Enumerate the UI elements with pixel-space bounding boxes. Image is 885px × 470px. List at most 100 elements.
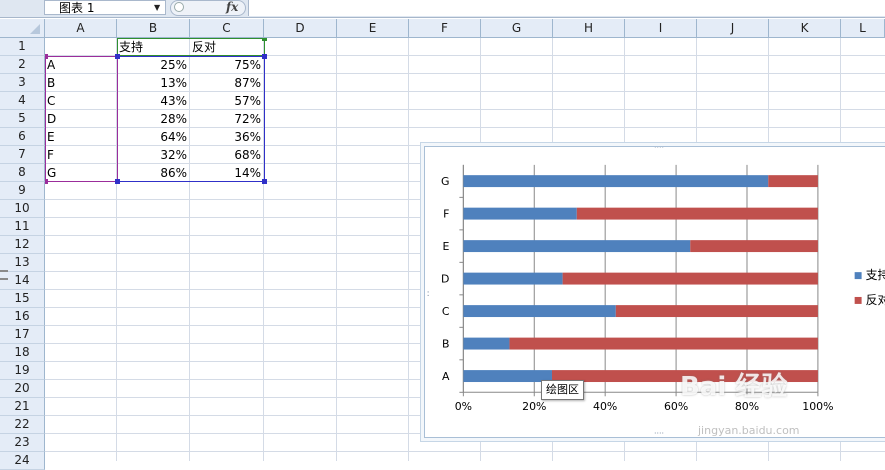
chart-resize-handle[interactable]: ···· bbox=[654, 146, 664, 152]
bar-oppose-d[interactable] bbox=[562, 272, 818, 285]
header-cell[interactable]: 反对 bbox=[192, 40, 217, 54]
row-header-24[interactable]: 24 bbox=[0, 452, 45, 470]
row-header-12[interactable]: 12 bbox=[0, 236, 45, 254]
row-header-14[interactable]: 14 bbox=[0, 272, 45, 290]
oppose-cell[interactable]: 14% bbox=[234, 166, 261, 180]
column-header-f[interactable]: F bbox=[409, 19, 481, 38]
column-header-k[interactable]: K bbox=[769, 19, 841, 38]
row-header-2[interactable]: 2 bbox=[0, 56, 45, 74]
legend-swatch-oppose[interactable] bbox=[854, 296, 862, 304]
oppose-cell[interactable]: 36% bbox=[234, 130, 261, 144]
row-header-6[interactable]: 6 bbox=[0, 128, 45, 146]
bar-oppose-e[interactable] bbox=[690, 240, 818, 253]
row-header-20[interactable]: 20 bbox=[0, 380, 45, 398]
watermark-logo: Bai 经验 bbox=[680, 372, 788, 402]
row-header-11[interactable]: 11 bbox=[0, 218, 45, 236]
row-header-1[interactable]: 1 bbox=[0, 38, 45, 56]
column-header-b[interactable]: B bbox=[117, 19, 190, 38]
row-header-15[interactable]: 15 bbox=[0, 290, 45, 308]
bar-support-a[interactable] bbox=[463, 370, 552, 383]
legend-label-oppose[interactable]: 反对 bbox=[866, 293, 885, 307]
row-header-22[interactable]: 22 bbox=[0, 416, 45, 434]
x-tick-label: 60% bbox=[664, 400, 688, 413]
oppose-cell[interactable]: 72% bbox=[234, 112, 261, 126]
row-header-7[interactable]: 7 bbox=[0, 146, 45, 164]
row-header-9[interactable]: 9 bbox=[0, 182, 45, 200]
range-handle[interactable] bbox=[45, 179, 48, 184]
column-header-l[interactable]: L bbox=[841, 19, 885, 38]
bar-support-g[interactable] bbox=[463, 175, 769, 188]
bar-oppose-f[interactable] bbox=[576, 207, 818, 220]
support-cell[interactable]: 43% bbox=[160, 94, 187, 108]
bar-support-d[interactable] bbox=[463, 272, 563, 285]
legend-label-support[interactable]: 支持 bbox=[866, 268, 885, 282]
category-cell[interactable]: G bbox=[47, 166, 57, 180]
insert-function-icon[interactable]: fx bbox=[226, 0, 239, 14]
oppose-cell[interactable]: 87% bbox=[234, 76, 261, 90]
bar-support-c[interactable] bbox=[463, 305, 616, 318]
column-header-g[interactable]: G bbox=[481, 19, 553, 38]
row-header-18[interactable]: 18 bbox=[0, 344, 45, 362]
chart-side-handle[interactable]: : bbox=[427, 289, 430, 299]
expand-handle-icon[interactable] bbox=[174, 2, 184, 12]
category-cell[interactable]: D bbox=[47, 112, 57, 126]
y-tick-label: C bbox=[442, 305, 450, 318]
bar-oppose-g[interactable] bbox=[768, 175, 818, 188]
bar-support-b[interactable] bbox=[463, 337, 510, 350]
oppose-cell[interactable]: 75% bbox=[234, 58, 261, 72]
support-cell[interactable]: 32% bbox=[160, 148, 187, 162]
column-header-j[interactable]: J bbox=[697, 19, 769, 38]
support-cell[interactable]: 13% bbox=[160, 76, 187, 90]
range-handle[interactable] bbox=[262, 38, 267, 41]
column-header-h[interactable]: H bbox=[553, 19, 625, 38]
range-handle[interactable] bbox=[115, 179, 120, 184]
row-header-16[interactable]: 16 bbox=[0, 308, 45, 326]
bar-oppose-a[interactable] bbox=[551, 370, 818, 383]
row-header-13[interactable]: 13 bbox=[0, 254, 45, 272]
column-header-d[interactable]: D bbox=[264, 19, 337, 38]
name-box[interactable]: 图表 1 bbox=[44, 0, 166, 15]
x-tick-label: 20% bbox=[522, 400, 546, 413]
splitter-handle[interactable] bbox=[0, 270, 8, 280]
row-header-23[interactable]: 23 bbox=[0, 434, 45, 452]
formula-input[interactable] bbox=[248, 0, 885, 16]
row-header-8[interactable]: 8 bbox=[0, 164, 45, 182]
chart-resize-handle-bottom[interactable]: ···· bbox=[654, 429, 664, 438]
row-header-4[interactable]: 4 bbox=[0, 92, 45, 110]
column-header-a[interactable]: A bbox=[45, 19, 117, 38]
support-cell[interactable]: 28% bbox=[160, 112, 187, 126]
column-header-i[interactable]: I bbox=[625, 19, 697, 38]
bar-support-f[interactable] bbox=[463, 207, 577, 220]
row-header-19[interactable]: 19 bbox=[0, 362, 45, 380]
bar-support-e[interactable] bbox=[463, 240, 691, 253]
legend-swatch-support[interactable] bbox=[854, 272, 862, 280]
support-cell[interactable]: 25% bbox=[160, 58, 187, 72]
category-cell[interactable]: B bbox=[47, 76, 56, 90]
column-header-e[interactable]: E bbox=[337, 19, 409, 38]
bar-oppose-c[interactable] bbox=[615, 305, 818, 318]
row-header-3[interactable]: 3 bbox=[0, 74, 45, 92]
support-cell[interactable]: 86% bbox=[160, 166, 187, 180]
category-cell[interactable]: F bbox=[47, 148, 54, 162]
category-cell[interactable]: A bbox=[47, 58, 56, 72]
categories-range-outline bbox=[45, 56, 118, 182]
y-tick-label: B bbox=[442, 338, 449, 351]
oppose-cell[interactable]: 68% bbox=[234, 148, 261, 162]
row-header-21[interactable]: 21 bbox=[0, 398, 45, 416]
chevron-down-icon[interactable]: ▼ bbox=[154, 3, 161, 12]
range-handle[interactable] bbox=[115, 54, 120, 59]
oppose-cell[interactable]: 57% bbox=[234, 94, 261, 108]
header-cell[interactable]: 支持 bbox=[119, 40, 144, 54]
category-cell[interactable]: C bbox=[47, 94, 56, 108]
support-cell[interactable]: 64% bbox=[160, 130, 187, 144]
range-handle[interactable] bbox=[262, 54, 267, 59]
range-handle[interactable] bbox=[45, 54, 48, 59]
column-header-c[interactable]: C bbox=[190, 19, 264, 38]
range-handle[interactable] bbox=[262, 179, 267, 184]
row-header-5[interactable]: 5 bbox=[0, 110, 45, 128]
bar-oppose-b[interactable] bbox=[509, 337, 818, 350]
category-cell[interactable]: E bbox=[47, 130, 55, 144]
row-header-17[interactable]: 17 bbox=[0, 326, 45, 344]
row-header-10[interactable]: 10 bbox=[0, 200, 45, 218]
